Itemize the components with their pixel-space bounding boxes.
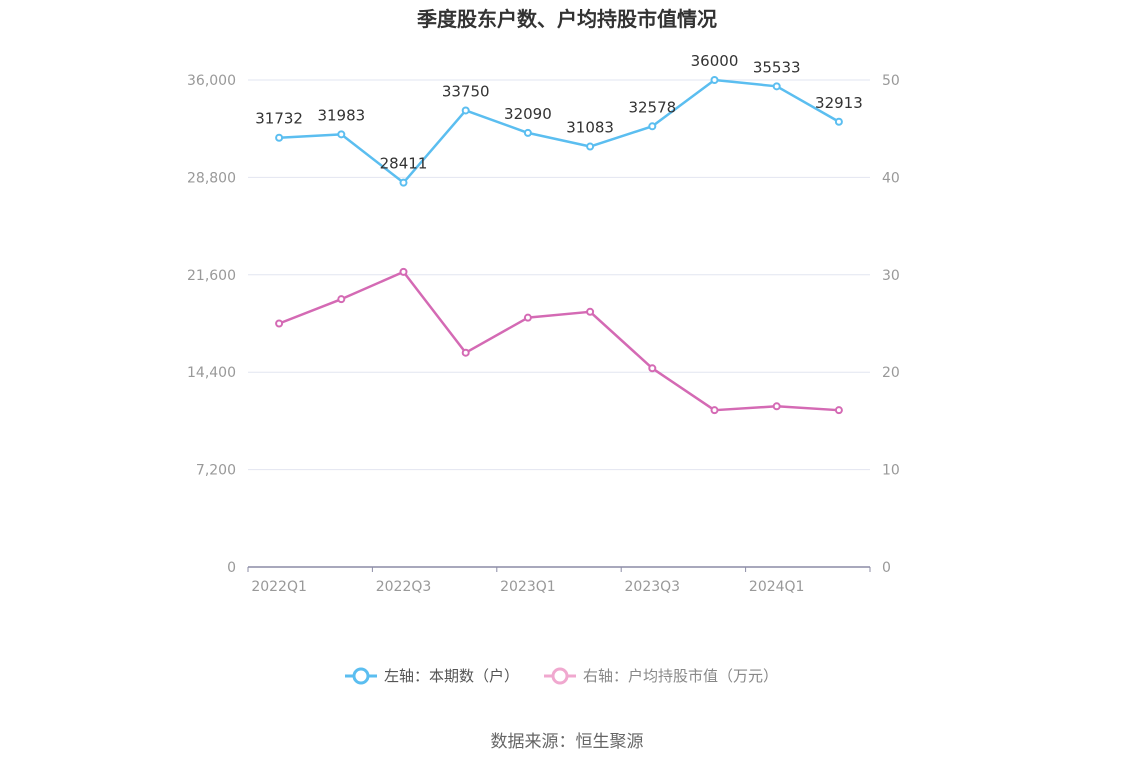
legend-item-left-series[interactable]: 左轴：本期数（户） <box>345 667 519 685</box>
left-series-point <box>461 106 470 115</box>
data-label: 31083 <box>566 119 614 137</box>
data-label: 33750 <box>442 82 490 100</box>
chart-title: 季度股东户数、户均持股市值情况 <box>416 7 717 31</box>
data-label: 32578 <box>628 98 676 116</box>
y-right-tick-label: 50 <box>882 73 900 89</box>
data-label: 32913 <box>815 94 863 112</box>
data-label: 28411 <box>380 155 428 173</box>
source-note: 数据来源：恒生聚源 <box>491 732 644 752</box>
x-tick-label: 2022Q3 <box>376 579 432 595</box>
right-series-point <box>710 406 719 415</box>
y-right-tick-label: 10 <box>882 463 900 479</box>
left-series-point <box>337 130 346 139</box>
legend-label-right: 右轴：户均持股市值（万元） <box>583 667 778 685</box>
x-tick-label: 2023Q3 <box>625 579 681 595</box>
y-left-tick-label: 0 <box>227 560 236 576</box>
y-left-tick-label: 28,800 <box>187 170 236 186</box>
data-label: 36000 <box>691 52 739 70</box>
series-layer: 31732 31983 28411 33750 32090 31083 32578 36000… <box>255 52 863 415</box>
left-series-point <box>399 178 408 187</box>
y-right-tick-label: 30 <box>882 268 900 284</box>
left-series-point <box>710 76 719 84</box>
legend-label-left: 左轴：本期数（户） <box>384 667 519 685</box>
right-series-point <box>772 402 781 411</box>
y-right-tick-label: 0 <box>882 560 891 576</box>
right-series-point <box>275 319 284 328</box>
left-series-point <box>648 122 657 131</box>
grid-lines <box>248 79 870 471</box>
x-tick-label: 2023Q1 <box>500 579 556 595</box>
right-series-point <box>586 307 595 316</box>
y-left-tick-label: 7,200 <box>196 463 236 479</box>
right-series-point <box>523 313 532 322</box>
right-series-point <box>834 406 843 415</box>
right-series-point <box>461 348 470 357</box>
right-series-point <box>337 295 346 304</box>
y-left-tick-label: 14,400 <box>187 365 236 381</box>
legend: 左轴：本期数（户） 右轴：户均持股市值（万元） <box>345 667 778 685</box>
y-right-tick-label: 40 <box>882 170 900 186</box>
right-series-line <box>278 270 839 412</box>
x-tick-label: 2022Q1 <box>251 579 307 595</box>
left-series-point <box>834 117 843 126</box>
x-tick-label: 2024Q1 <box>749 579 805 595</box>
data-label: 35533 <box>753 58 801 76</box>
data-label: 32090 <box>504 105 552 123</box>
left-series-point <box>772 82 781 91</box>
y-right-tick-label: 20 <box>882 365 900 381</box>
data-label: 31983 <box>317 106 365 124</box>
data-label: 31732 <box>255 110 303 128</box>
legend-item-right-series[interactable]: 右轴：户均持股市值（万元） <box>544 667 778 685</box>
y-left-tick-label: 21,600 <box>187 268 236 284</box>
axes: 0 0 7,200 10 14,400 20 21,600 30 28,800 40 36,000 5… <box>187 73 900 595</box>
y-left-tick-label: 36,000 <box>187 73 236 89</box>
right-series-point <box>399 267 408 276</box>
left-series-point <box>586 142 595 151</box>
right-series-point <box>648 364 657 373</box>
left-series-line <box>279 78 840 184</box>
left-series-point <box>523 128 532 137</box>
left-series-point <box>275 133 284 142</box>
